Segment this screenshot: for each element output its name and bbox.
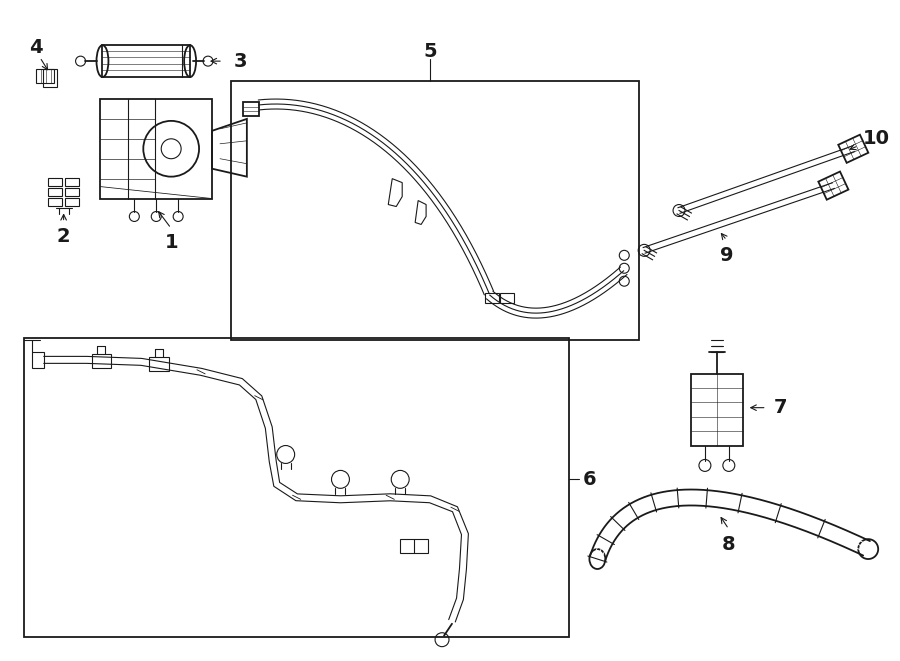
Bar [48,198,61,206]
Bar [32,352,44,368]
Bar [101,99,212,198]
Text: 6: 6 [582,470,596,489]
Bar [42,69,57,87]
Bar [65,198,78,206]
Text: 1: 1 [165,233,178,252]
Bar [48,178,61,186]
Bar [400,539,428,553]
Bar [149,357,169,371]
Bar [36,69,54,83]
Text: 9: 9 [720,246,733,265]
Bar [243,102,259,116]
Ellipse shape [859,539,878,559]
Ellipse shape [590,549,606,569]
Bar [103,45,190,77]
Text: 7: 7 [774,398,788,417]
Bar [92,354,112,368]
Text: 10: 10 [863,130,890,148]
Text: 3: 3 [234,52,248,71]
Bar [23,338,570,637]
Text: 8: 8 [722,535,735,554]
Text: 2: 2 [57,227,70,246]
Bar [48,188,61,196]
Bar [65,188,78,196]
Bar [691,374,742,446]
Bar [231,81,639,340]
Bar [500,293,514,303]
Bar [485,293,499,303]
Bar [65,178,78,186]
Text: 5: 5 [423,42,436,61]
Text: 4: 4 [29,38,42,57]
